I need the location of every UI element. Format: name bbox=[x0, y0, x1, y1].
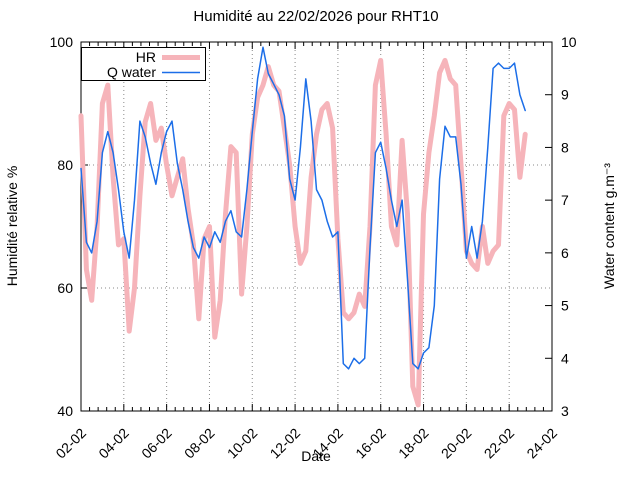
x-tick-label: 10-02 bbox=[224, 425, 261, 462]
y-left-tick-label: 40 bbox=[57, 403, 73, 419]
series-lines bbox=[78, 46, 528, 408]
x-tick-label: 08-02 bbox=[181, 425, 218, 462]
x-tick-label: 06-02 bbox=[138, 425, 175, 462]
legend-box bbox=[81, 47, 206, 81]
y-left-tick-label: 60 bbox=[57, 280, 73, 296]
x-tick-label: 12-02 bbox=[267, 425, 304, 462]
x-axis-label: Date bbox=[301, 448, 331, 464]
y-right-tick-label: 9 bbox=[561, 87, 569, 103]
y-right-tick-label: 10 bbox=[561, 34, 577, 50]
plot-border bbox=[80, 41, 553, 412]
x-tick-label: 22-02 bbox=[481, 425, 518, 462]
x-tick-label: 02-02 bbox=[52, 425, 89, 462]
x-tick-label: 16-02 bbox=[352, 425, 389, 462]
y-right-tick-label: 3 bbox=[561, 403, 569, 419]
left-axis-label: Humidité relative % bbox=[4, 166, 20, 287]
legend-label-hr: HR bbox=[136, 49, 156, 65]
y-right-tick-label: 5 bbox=[561, 298, 569, 314]
hr-series-line bbox=[78, 57, 528, 408]
y-right-tick-label: 7 bbox=[561, 192, 569, 208]
x-tick-label: 20-02 bbox=[438, 425, 475, 462]
legend-label-qwater: Q water bbox=[107, 64, 156, 80]
y-right-tick-label: 6 bbox=[561, 245, 569, 261]
y-left-tick-label: 100 bbox=[50, 34, 74, 50]
x-tick-label: 04-02 bbox=[95, 425, 132, 462]
right-axis-label: Water content g.m⁻³ bbox=[601, 163, 617, 289]
y-right-tick-label: 8 bbox=[561, 139, 569, 155]
q-water-series-line bbox=[80, 46, 526, 370]
x-tick-label: 24-02 bbox=[523, 425, 560, 462]
y-left-tick-label: 80 bbox=[57, 157, 73, 173]
y-right-tick-label: 4 bbox=[561, 350, 569, 366]
legend: HR Q water bbox=[81, 47, 206, 81]
chart-title: Humidité au 22/02/2026 pour RHT10 bbox=[193, 8, 438, 25]
x-tick-label: 18-02 bbox=[395, 425, 432, 462]
